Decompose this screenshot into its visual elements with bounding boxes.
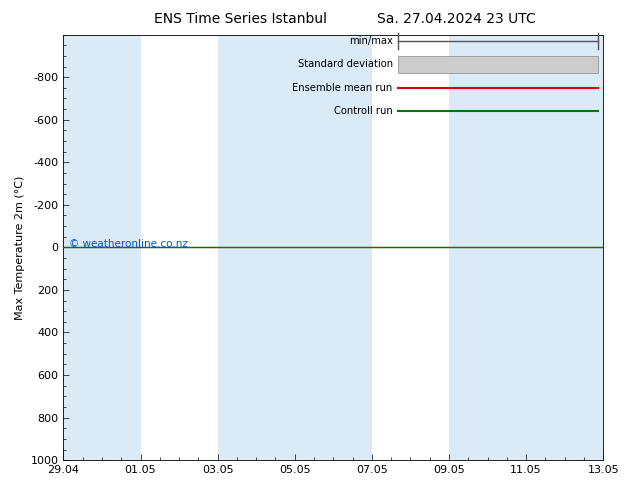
Y-axis label: Max Temperature 2m (°C): Max Temperature 2m (°C) xyxy=(15,175,25,319)
Text: Ensemble mean run: Ensemble mean run xyxy=(292,83,392,93)
Text: © weatheronline.co.nz: © weatheronline.co.nz xyxy=(69,239,188,249)
Bar xyxy=(295,35,372,460)
Bar xyxy=(449,35,526,460)
Text: ENS Time Series Istanbul: ENS Time Series Istanbul xyxy=(155,12,327,26)
Bar xyxy=(217,35,295,460)
Text: min/max: min/max xyxy=(349,36,392,46)
Bar xyxy=(398,56,598,73)
Text: Controll run: Controll run xyxy=(334,106,392,116)
Text: Sa. 27.04.2024 23 UTC: Sa. 27.04.2024 23 UTC xyxy=(377,12,536,26)
Bar xyxy=(526,35,603,460)
Bar xyxy=(63,35,141,460)
Text: Standard deviation: Standard deviation xyxy=(297,59,392,70)
